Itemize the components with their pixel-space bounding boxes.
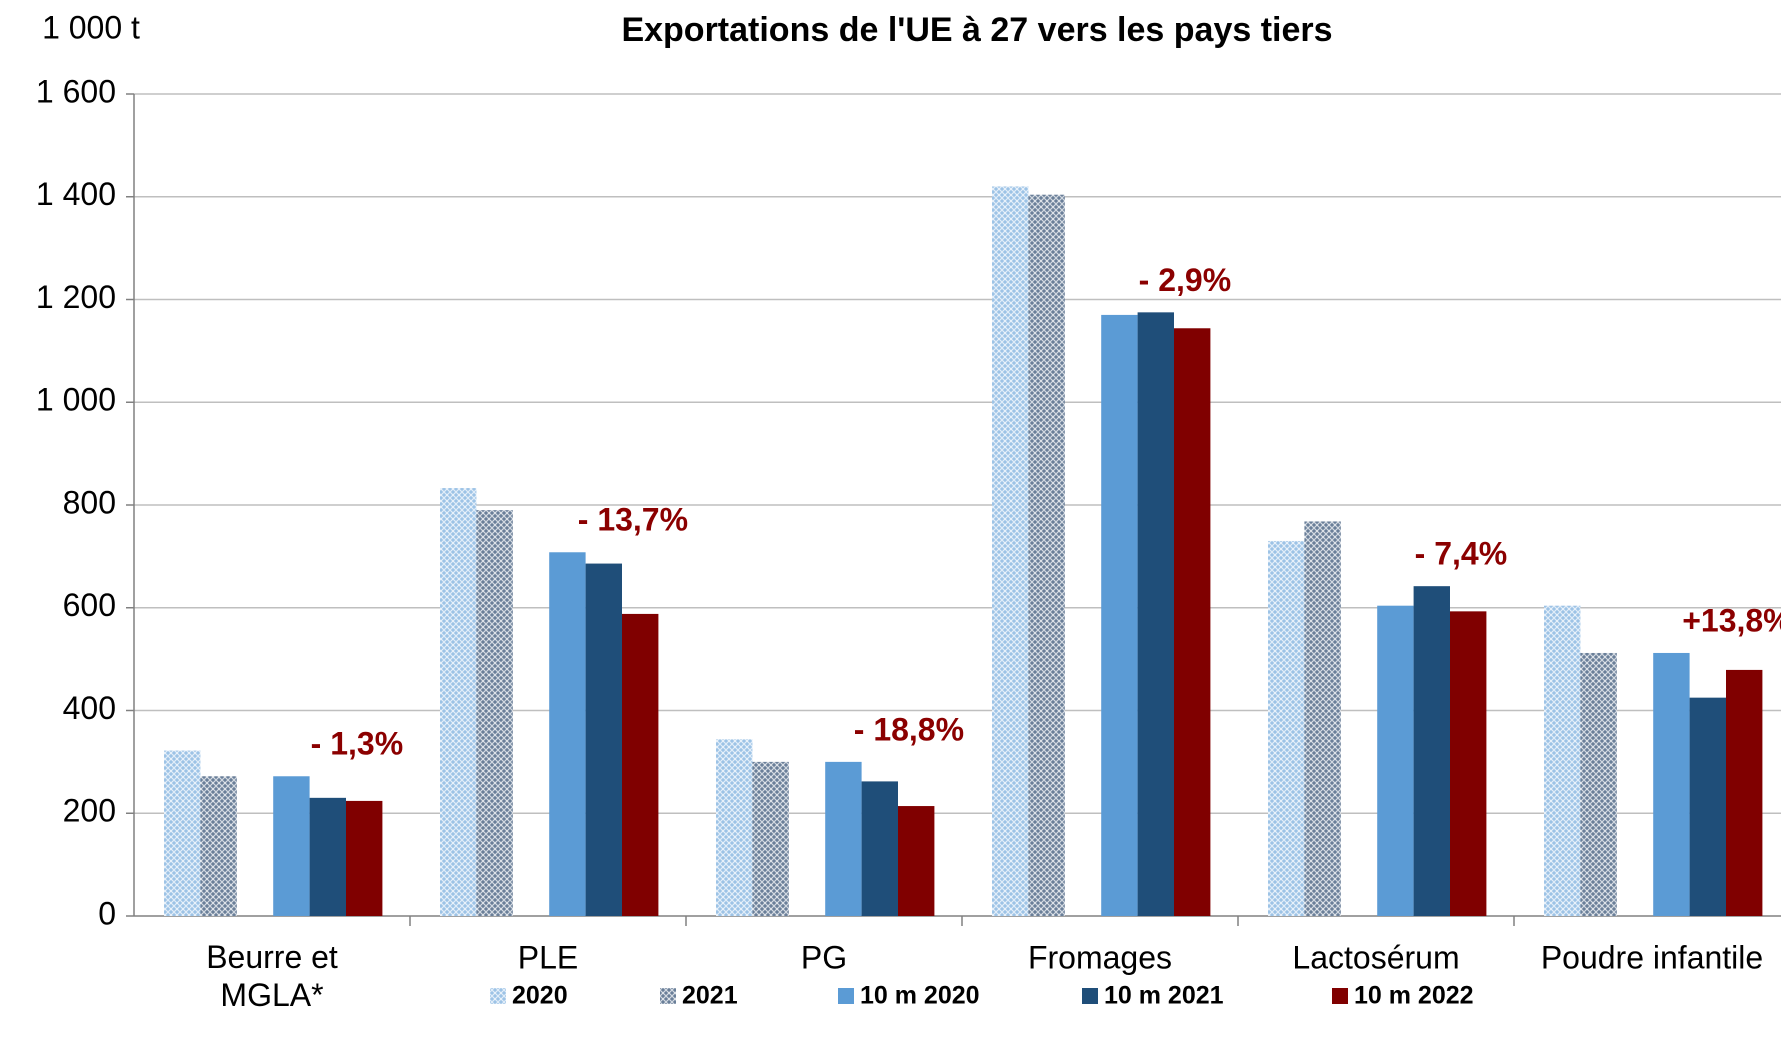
bar [309,797,346,916]
y-tick-label: 1 200 [36,279,116,315]
x-tick-label: Poudre infantile [1541,939,1763,975]
bar [1450,611,1487,916]
annotation: - 18,8% [854,711,964,747]
bar [752,761,789,916]
legend-label: 10 m 2021 [1104,982,1224,1010]
x-tick-label: PLE [518,939,578,975]
x-tick-label: PG [801,939,847,975]
bar [825,761,862,916]
bar [1580,652,1617,916]
bar [1174,328,1211,916]
y-tick-label: 0 [98,895,116,931]
legend-label: 10 m 2020 [860,982,980,1010]
y-tick-label: 200 [63,793,116,829]
bar [1028,194,1065,916]
y-tick-label: 1 000 [36,382,116,418]
bar [1377,605,1414,916]
bar [164,750,201,916]
bar [346,800,383,916]
bar [1137,312,1174,916]
legend-swatch [838,988,854,1004]
bar [992,186,1029,917]
bar [1689,697,1726,916]
y-tick-label: 600 [63,587,116,623]
bar [476,510,513,916]
chart-title: Exportations de l'UE à 27 vers les pays … [621,11,1332,49]
y-tick-label: 400 [63,690,116,726]
bar [1101,314,1138,917]
legend-swatch [490,988,506,1004]
bar [273,776,310,916]
x-tick-label: Beurre et MGLA* [206,939,338,1013]
y-tick-label: 1 600 [36,73,116,109]
bar [1268,540,1305,916]
y-axis-label: 1 000 t [42,9,140,45]
bar [1304,521,1341,916]
y-tick-label: 1 400 [36,176,116,212]
bar [898,806,935,916]
bar [861,781,898,916]
bar [716,739,753,916]
bar [440,488,477,916]
legend-swatch [1332,988,1348,1004]
legend-swatch [1082,988,1098,1004]
bar [1544,605,1581,916]
annotation: +13,8% [1682,602,1781,638]
bar [200,776,237,916]
legend-label: 2020 [512,982,568,1010]
annotation: - 13,7% [578,502,688,538]
x-tick-label: Fromages [1028,939,1172,975]
legend-label: 2021 [682,982,738,1010]
annotation: - 1,3% [311,726,403,762]
legend-swatch [660,988,676,1004]
bar [1653,652,1690,916]
bar [585,563,622,916]
annotation: - 2,9% [1139,262,1231,298]
legend-label: 10 m 2022 [1354,982,1474,1010]
bar [549,552,586,916]
x-tick-label: Lactosérum [1292,939,1459,975]
annotation: - 7,4% [1415,536,1507,572]
y-tick-label: 800 [63,484,116,520]
bar [1413,586,1450,916]
bar [622,613,659,916]
bar [1726,669,1763,916]
